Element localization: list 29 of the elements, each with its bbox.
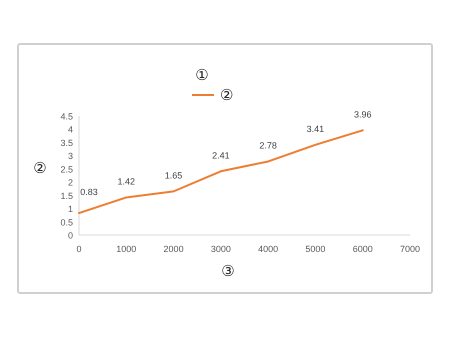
x-tick-label: 7000 (400, 244, 420, 254)
y-tick-label: 3 (68, 151, 73, 162)
data-label: 3.41 (306, 124, 324, 134)
legend-label: ② (220, 87, 234, 104)
x-tick-label: 5000 (305, 244, 326, 254)
y-tick-label: 2 (68, 178, 73, 188)
y-tick-label: 2.5 (60, 164, 73, 174)
data-label: 1.65 (164, 170, 182, 180)
data-label: 0.83 (80, 187, 98, 198)
x-tick-label: 2000 (164, 244, 184, 254)
y-tick-label: 0 (68, 230, 73, 240)
data-label: 1.42 (118, 176, 136, 186)
x-axis-title: ③ (221, 263, 235, 280)
y-tick-label: 4 (68, 124, 73, 135)
y-tick-label: 0.5 (60, 217, 73, 228)
x-tick-label: 4000 (258, 244, 278, 254)
y-tick-label: 3.5 (60, 138, 73, 148)
y-tick-label: 1 (68, 204, 73, 214)
data-label: 2.41 (212, 150, 230, 160)
y-tick-label: 1.5 (60, 190, 73, 201)
data-label: 3.96 (354, 109, 372, 120)
x-tick-label: 3000 (210, 244, 231, 254)
x-tick-label: 0 (76, 244, 82, 254)
y-axis-title: ② (33, 160, 47, 177)
chart-title: ① (195, 67, 209, 84)
x-tick-label: 1000 (116, 244, 136, 254)
y-tick-label: 4.5 (60, 112, 73, 122)
data-label: 2.78 (259, 140, 277, 150)
x-tick-label: 6000 (352, 244, 373, 254)
